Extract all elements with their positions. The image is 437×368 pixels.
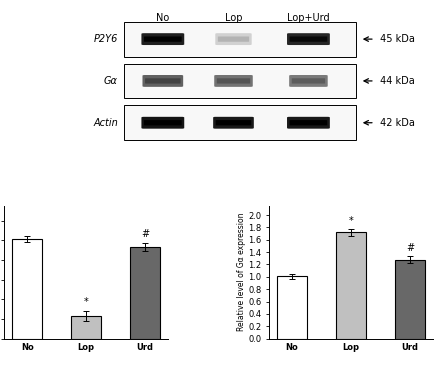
- FancyBboxPatch shape: [142, 33, 184, 45]
- FancyBboxPatch shape: [214, 75, 253, 87]
- FancyBboxPatch shape: [290, 36, 327, 42]
- FancyBboxPatch shape: [144, 120, 182, 125]
- Bar: [277, 276, 307, 339]
- FancyBboxPatch shape: [218, 36, 249, 42]
- Text: Actin: Actin: [93, 118, 118, 128]
- FancyBboxPatch shape: [213, 117, 254, 129]
- FancyBboxPatch shape: [144, 36, 182, 42]
- FancyBboxPatch shape: [290, 120, 327, 125]
- FancyBboxPatch shape: [145, 78, 180, 84]
- Text: *: *: [84, 297, 88, 307]
- Bar: [71, 316, 101, 339]
- Text: 45 kDa: 45 kDa: [377, 34, 415, 44]
- Bar: [12, 239, 42, 339]
- Text: P2Y6: P2Y6: [94, 34, 118, 44]
- FancyBboxPatch shape: [287, 33, 330, 45]
- Text: Lop: Lop: [225, 13, 242, 23]
- Text: 42 kDa: 42 kDa: [377, 118, 415, 128]
- FancyBboxPatch shape: [287, 117, 330, 129]
- FancyBboxPatch shape: [292, 78, 325, 84]
- FancyBboxPatch shape: [142, 117, 184, 129]
- Text: Gα: Gα: [104, 76, 118, 86]
- FancyBboxPatch shape: [216, 120, 251, 125]
- Text: No: No: [156, 13, 170, 23]
- Bar: [124, 22, 356, 57]
- Text: 44 kDa: 44 kDa: [377, 76, 415, 86]
- FancyBboxPatch shape: [142, 75, 183, 87]
- Bar: [130, 247, 160, 339]
- Text: *: *: [349, 216, 353, 226]
- Bar: [395, 259, 425, 339]
- FancyBboxPatch shape: [215, 33, 252, 45]
- Bar: [124, 105, 356, 140]
- FancyBboxPatch shape: [289, 75, 328, 87]
- Text: Lop+Urd: Lop+Urd: [287, 13, 330, 23]
- Y-axis label: Relative level of Gα expression: Relative level of Gα expression: [236, 213, 246, 332]
- FancyBboxPatch shape: [217, 78, 250, 84]
- Bar: [124, 64, 356, 98]
- Text: #: #: [141, 229, 149, 239]
- Bar: [336, 232, 366, 339]
- Text: #: #: [406, 243, 414, 253]
